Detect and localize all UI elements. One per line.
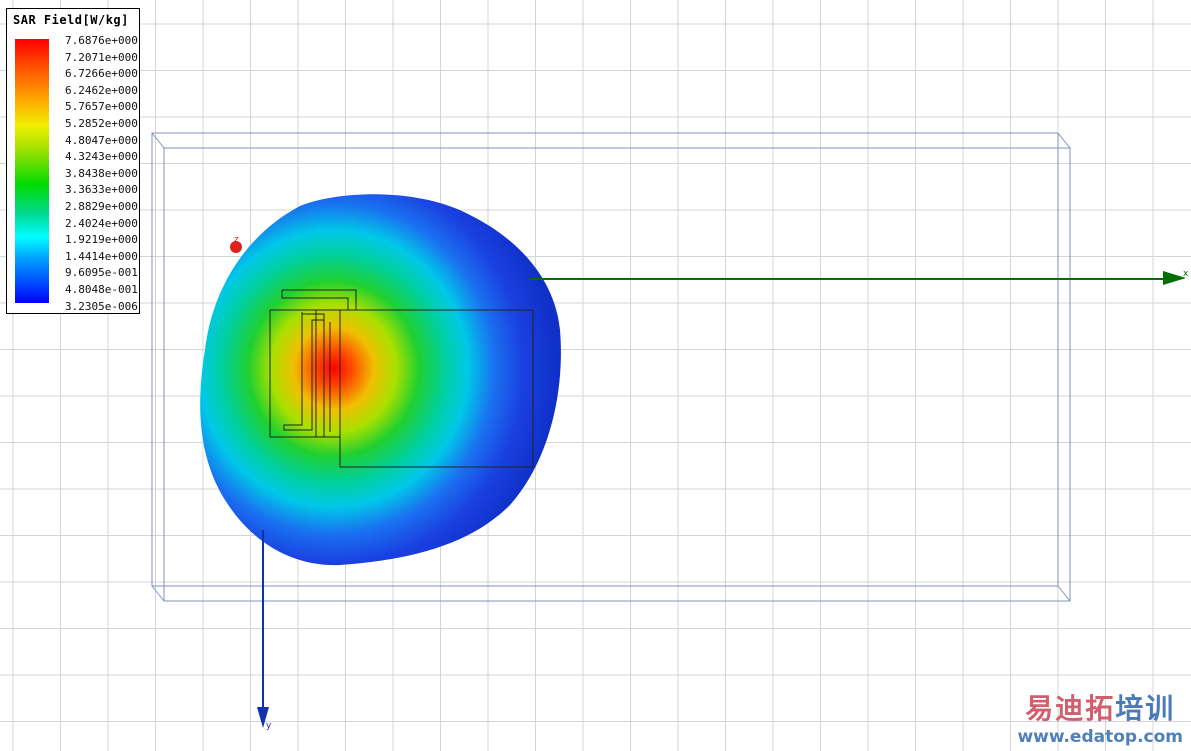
legend-value: 2.4024e+000 — [65, 216, 138, 230]
legend-value: 4.3243e+000 — [65, 150, 138, 164]
svg-text:y: y — [266, 721, 272, 731]
watermark-cn-red: 易迪拓 — [1025, 692, 1116, 725]
legend-value: 1.4414e+000 — [65, 249, 138, 263]
watermark-cn-blue: 培训 — [1115, 692, 1176, 725]
bounding-box — [151, 132, 1071, 602]
svg-text:x: x — [1183, 269, 1189, 279]
legend-value: 3.8438e+000 — [65, 166, 138, 180]
sar-field-surface — [200, 194, 561, 566]
legend-value: 7.2071e+000 — [65, 50, 138, 64]
watermark-url: www.edatop.com — [1017, 727, 1183, 747]
legend-value: 3.2305e-006 — [65, 299, 138, 313]
legend-labels: 7.6876e+000 7.2071e+000 6.7266e+000 6.2462e… — [65, 33, 138, 315]
legend-title: SAR Field[W/kg] — [13, 13, 129, 27]
legend-value: 1.9219e+000 — [65, 233, 138, 247]
legend-value: 5.2852e+000 — [65, 116, 138, 130]
legend-value: 3.3633e+000 — [65, 183, 138, 197]
legend-value: 6.2462e+000 — [65, 83, 138, 97]
legend-value: 4.8048e-001 — [65, 282, 138, 296]
legend-value: 5.7657e+000 — [65, 100, 138, 114]
legend-value: 4.8047e+000 — [65, 133, 138, 147]
x-axis: x — [530, 269, 1189, 285]
legend-color-bar — [15, 39, 49, 303]
antenna-outline — [269, 289, 534, 468]
svg-text:z: z — [234, 235, 239, 245]
y-axis: y — [257, 530, 272, 731]
color-legend: SAR Field[W/kg] 7.6876e+000 7.2071e+000 6.… — [6, 8, 140, 314]
legend-value: 9.6095e-001 — [65, 266, 138, 280]
legend-value: 7.6876e+000 — [65, 34, 138, 47]
z-axis: z — [230, 235, 242, 253]
legend-value: 2.8829e+000 — [65, 199, 138, 213]
legend-value: 6.7266e+000 — [65, 67, 138, 81]
watermark-logo: 易迪拓培训 www.edatop.com — [1017, 687, 1183, 747]
